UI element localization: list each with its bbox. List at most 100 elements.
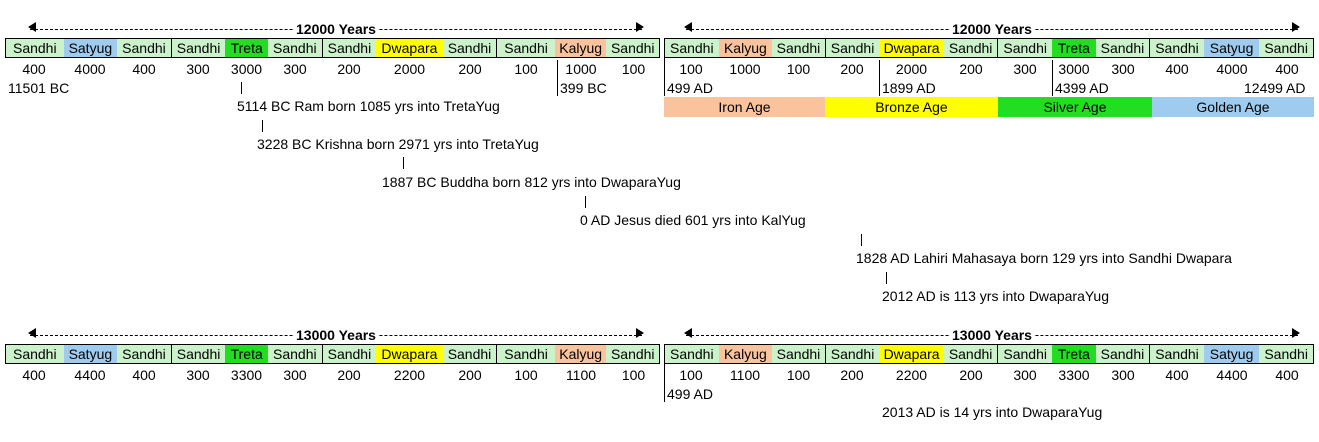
- yuga-cell-sandhi: Sandhi: [943, 345, 998, 363]
- yuga-cell-dwapara: Dwapara: [376, 345, 443, 363]
- cycle1-left-yuga-bar: Sandhi Satyug Sandhi Sandhi Treta Sandhi Sandh…: [5, 38, 660, 58]
- yuga-cell-treta: Treta: [225, 39, 269, 57]
- duration-value: 300: [1013, 367, 1037, 383]
- arrow-right-icon: [1292, 328, 1300, 338]
- duration-value: 300: [186, 367, 210, 383]
- header-label: 12000 Years: [293, 20, 379, 38]
- cycle1-right-yuga-bar: Sandhi Kalyug Sandhi Sandhi Dwapara Sandhi San…: [664, 38, 1314, 58]
- date-label: 499 AD: [667, 386, 713, 402]
- yuga-cell-sandhi: Sandhi: [170, 345, 226, 363]
- duration-value: 200: [959, 367, 983, 383]
- yuga-cell-sandhi: Sandhi: [496, 345, 555, 363]
- yuga-cell-treta: Treta: [1051, 39, 1096, 57]
- duration-value: 100: [621, 367, 646, 383]
- yuga-cell-sandhi: Sandhi: [170, 39, 226, 57]
- cycle2-right-durations: 100 1100 100 200 2200 200 300 3300 300 400 4400 400: [664, 366, 1314, 384]
- event-marker: [403, 157, 404, 169]
- divider: [1052, 60, 1053, 96]
- duration-value: 100: [679, 61, 703, 77]
- yuga-cell-sandhi: Sandhi: [943, 39, 998, 57]
- yuga-cell-kalyug: Kalyug: [718, 39, 773, 57]
- yuga-cell-sandhi: Sandhi: [997, 39, 1052, 57]
- yuga-cell-treta: Treta: [1051, 345, 1096, 363]
- duration-value: 100: [514, 61, 538, 77]
- cycle1-right-header: 12000 Years: [684, 20, 1300, 38]
- cycle2-right-header: 13000 Years: [684, 326, 1300, 344]
- duration-value: 3300: [1058, 367, 1090, 383]
- yuga-cell-sandhi: Sandhi: [6, 39, 64, 57]
- date-label: 499 AD: [667, 80, 713, 96]
- header-label: 13000 Years: [949, 326, 1035, 344]
- date-label: 1899 AD: [882, 80, 936, 96]
- duration-value: 300: [283, 61, 307, 77]
- header-label: 13000 Years: [293, 326, 379, 344]
- duration-value: 400: [132, 367, 156, 383]
- duration-value: 400: [1275, 367, 1299, 383]
- duration-value: 100: [786, 367, 811, 383]
- yuga-cell-satyug: Satyug: [1203, 39, 1260, 57]
- duration-value: 200: [337, 367, 361, 383]
- cycle2-right-yuga-bar: Sandhi Kalyug Sandhi Sandhi Dwapara Sandhi San…: [664, 344, 1314, 364]
- arrow-right-icon: [636, 22, 644, 32]
- event-jesus: 0 AD Jesus died 601 yrs into KalYug: [580, 212, 806, 228]
- arrow-left-icon: [684, 328, 692, 338]
- yuga-cell-dwapara: Dwapara: [879, 345, 944, 363]
- yuga-cell-sandhi: Sandhi: [665, 39, 719, 57]
- yuga-cell-sandhi: Sandhi: [606, 345, 660, 363]
- event-2013: 2013 AD is 14 yrs into DwaparaYug: [882, 404, 1103, 420]
- yuga-cell-sandhi: Sandhi: [1149, 345, 1204, 363]
- duration-value: 3300: [230, 367, 263, 383]
- divider: [664, 58, 665, 96]
- event-2012: 2012 AD is 113 yrs into DwaparaYug: [882, 288, 1109, 304]
- duration-value: 1100: [729, 367, 761, 383]
- bronze-age-band: Bronze Age: [825, 97, 998, 117]
- duration-value: 4000: [74, 61, 106, 77]
- duration-value: 1000: [729, 61, 761, 77]
- yuga-cell-kalyug: Kalyug: [554, 39, 607, 57]
- yuga-cell-sandhi: Sandhi: [606, 39, 660, 57]
- header-label: 12000 Years: [949, 20, 1035, 38]
- duration-value: 200: [840, 61, 864, 77]
- date-label: 4399 AD: [1055, 80, 1109, 96]
- duration-value: 100: [679, 367, 703, 383]
- duration-value: 400: [1165, 61, 1189, 77]
- yuga-cell-sandhi: Sandhi: [321, 39, 377, 57]
- duration-value: 200: [840, 367, 864, 383]
- arrow-left-icon: [28, 22, 36, 32]
- yuga-cell-sandhi: Sandhi: [997, 345, 1052, 363]
- yuga-cell-sandhi: Sandhi: [1149, 39, 1204, 57]
- yuga-cell-dwapara: Dwapara: [879, 39, 944, 57]
- silver-age-band: Silver Age: [998, 97, 1152, 117]
- divider: [664, 364, 665, 402]
- duration-value: 3000: [1058, 61, 1090, 77]
- yuga-cell-sandhi: Sandhi: [824, 39, 880, 57]
- duration-value: 100: [514, 367, 538, 383]
- event-marker: [262, 120, 263, 132]
- yuga-cell-sandhi: Sandhi: [665, 345, 719, 363]
- divider: [879, 60, 880, 96]
- yuga-cell-sandhi: Sandhi: [117, 345, 171, 363]
- duration-value: 400: [22, 367, 46, 383]
- event-buddha: 1887 BC Buddha born 812 yrs into Dwapara…: [382, 174, 681, 190]
- iron-age-band: Iron Age: [664, 97, 825, 117]
- arrow-left-icon: [28, 328, 36, 338]
- duration-value: 100: [786, 61, 811, 77]
- yuga-cell-dwapara: Dwapara: [376, 39, 443, 57]
- event-marker: [886, 272, 887, 284]
- cycle2-left-durations: 400 4400 400 300 3300 300 200 2200 200 100 1100 100: [5, 366, 660, 384]
- duration-value: 200: [959, 61, 983, 77]
- event-krishna: 3228 BC Krishna born 2971 yrs into Treta…: [257, 136, 539, 152]
- yuga-cell-satyug: Satyug: [63, 345, 118, 363]
- golden-age-band: Golden Age: [1152, 97, 1314, 117]
- event-marker: [861, 234, 862, 246]
- yuga-cell-treta: Treta: [225, 345, 269, 363]
- arrow-right-icon: [1292, 22, 1300, 32]
- duration-value: 200: [458, 61, 482, 77]
- duration-value: 400: [1165, 367, 1189, 383]
- yuga-cell-sandhi: Sandhi: [6, 345, 64, 363]
- divider: [557, 60, 558, 96]
- duration-value: 400: [22, 61, 46, 77]
- yuga-cell-sandhi: Sandhi: [268, 345, 322, 363]
- duration-value: 200: [337, 61, 361, 77]
- duration-value: 400: [1275, 61, 1299, 77]
